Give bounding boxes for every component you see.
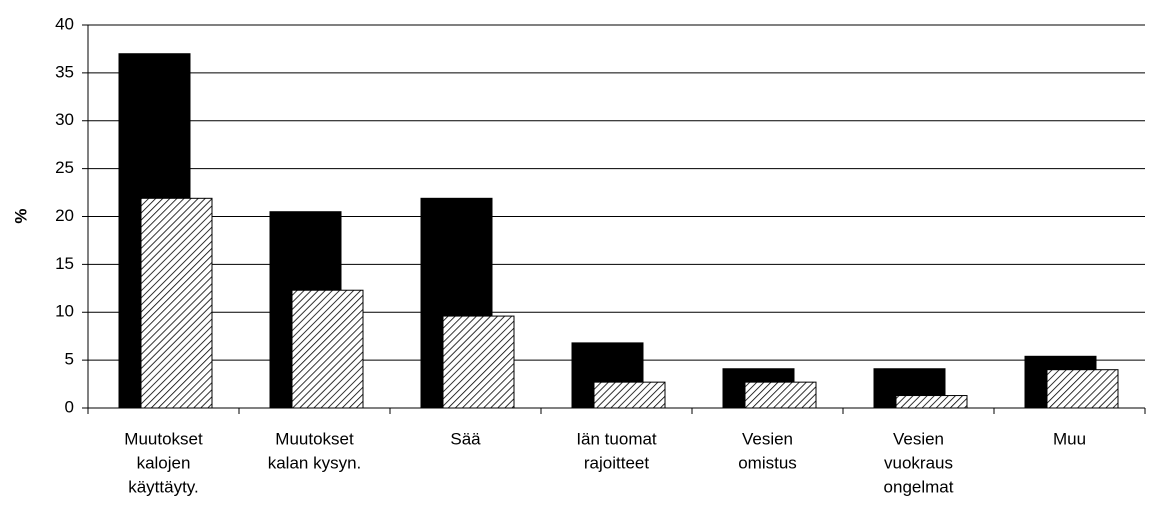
y-tick-label: 0 — [65, 397, 74, 416]
y-tick-label: 20 — [55, 206, 74, 225]
y-tick-label: 10 — [55, 302, 74, 321]
y-tick-label: 40 — [55, 14, 74, 33]
x-tick-label: Sää — [450, 429, 481, 448]
y-tick-label: 25 — [55, 158, 74, 177]
x-tick-label: Iän tuomat — [576, 429, 657, 448]
x-tick-label: kalojen — [137, 453, 191, 472]
y-tick-label: 5 — [65, 350, 74, 369]
bar — [895, 395, 968, 409]
x-tick-label: omistus — [738, 453, 797, 472]
x-tick-label: Vesien — [893, 429, 944, 448]
x-tick-label: Muu — [1053, 429, 1086, 448]
x-tick-label: Muutokset — [275, 429, 354, 448]
y-axis-label: % — [11, 208, 30, 223]
y-tick-label: 35 — [55, 62, 74, 81]
bar — [744, 381, 817, 409]
x-tick-label: Vesien — [742, 429, 793, 448]
bar — [1046, 369, 1119, 409]
x-tick-label: käyttäyty. — [128, 477, 199, 496]
bar — [291, 289, 364, 409]
bar — [140, 197, 213, 409]
y-tick-label: 30 — [55, 110, 74, 129]
y-tick-label: 15 — [55, 254, 74, 273]
x-tick-label: kalan kysyn. — [268, 453, 362, 472]
x-tick-label: Muutokset — [124, 429, 203, 448]
bar — [593, 381, 666, 409]
bar — [442, 315, 515, 409]
x-tick-label: rajoitteet — [584, 453, 649, 472]
x-tick-label: ongelmat — [884, 477, 954, 496]
x-tick-label: vuokraus — [884, 453, 953, 472]
